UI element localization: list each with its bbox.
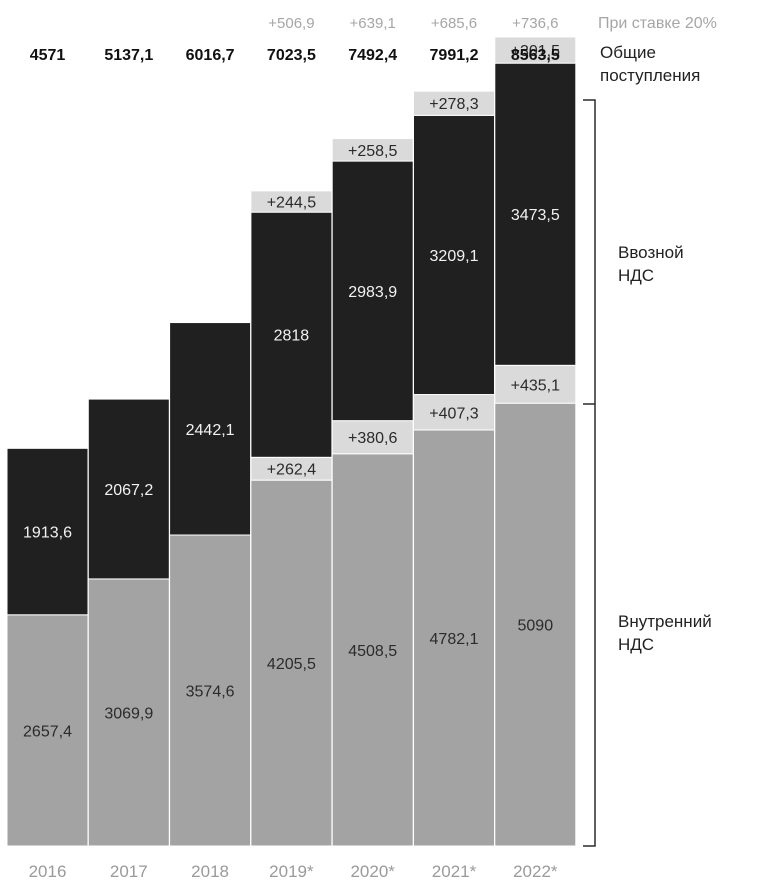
bar-domestic-vat (494, 402, 577, 847)
labels-layer: 2657,4 1913,6 4571 2016 3069,9 2067,2 5137,1 20… (23, 15, 560, 881)
domestic-value-label: 4782,1 (430, 631, 479, 648)
domestic-increase-label: +262,4 (267, 462, 316, 479)
import-value-label: 2442,1 (186, 422, 235, 439)
bar-import-vat (413, 114, 495, 396)
import-increase-label: +278,3 (429, 96, 478, 113)
domestic-bracket (583, 404, 596, 847)
year-tick-label: 2022* (513, 862, 558, 881)
domestic-value-label: 3574,6 (186, 684, 235, 701)
rate-label: При ставке 20% (598, 15, 717, 32)
bar-domestic-vat (169, 534, 252, 847)
domestic-value-label: 4205,5 (267, 656, 316, 673)
domestic-value-label: 4508,5 (348, 643, 397, 660)
bar-import-increase (494, 36, 577, 64)
bar-import-vat (250, 211, 333, 458)
domestic-value-label: 3069,9 (104, 705, 153, 722)
totals-label-line2: поступления (600, 66, 700, 85)
bar-import-vat (494, 62, 577, 366)
domestic-legend-line1: Внутренний (618, 612, 712, 631)
bar-import-vat (169, 322, 252, 536)
bar-import-vat (6, 447, 89, 616)
bar-domestic-vat (331, 453, 414, 847)
import-value-label: 3473,5 (511, 207, 560, 224)
bar-domestic-increase (494, 364, 577, 404)
domestic-increase-label: +407,3 (429, 405, 478, 422)
year-tick-label: 2018 (191, 862, 229, 881)
year-tick-label: 2020* (350, 862, 395, 881)
total-revenue-value: 5137,1 (104, 47, 153, 64)
rate-increase-value: +506,9 (268, 15, 314, 32)
import-bracket (583, 99, 596, 405)
rate-increase-value: +736,6 (512, 15, 558, 32)
year-tick-label: 2017 (110, 862, 148, 881)
import-value-label: 1913,6 (23, 525, 72, 542)
domestic-increase-label: +435,1 (511, 377, 560, 394)
year-tick-label: 2021* (432, 862, 477, 881)
legend-bracket (583, 99, 596, 847)
bar-import-increase (413, 90, 495, 116)
import-value-label: 3209,1 (430, 248, 479, 265)
total-revenue-value: 4571 (30, 47, 66, 64)
import-value-label: 2983,9 (348, 284, 397, 301)
import-increase-label: +258,5 (348, 143, 397, 160)
total-revenue-value: 8563,5 (511, 47, 560, 64)
rate-increase-value: +639,1 (350, 15, 396, 32)
domestic-legend-line2: НДС (618, 635, 654, 654)
domestic-value-label: 2657,4 (23, 723, 72, 740)
domestic-increase-label: +380,6 (348, 430, 397, 447)
import-increase-label: +244,5 (267, 195, 316, 212)
total-revenue-value: 7492,4 (348, 47, 397, 64)
import-legend-line1: Ввозной (618, 243, 684, 262)
bar-import-vat (87, 398, 170, 580)
import-legend-line2: НДС (618, 266, 654, 285)
import-increase-label: +301,5 (511, 43, 560, 60)
bar-domestic-vat (250, 479, 333, 847)
total-revenue-value: 6016,7 (186, 47, 235, 64)
rate-increase-value: +685,6 (431, 15, 477, 32)
total-revenue-value: 7991,2 (430, 47, 479, 64)
bar-domestic-increase (331, 420, 414, 455)
total-revenue-value: 7023,5 (267, 47, 316, 64)
import-value-label: 2818 (274, 328, 310, 345)
year-tick-label: 2016 (29, 862, 67, 881)
bar-import-vat (331, 160, 414, 422)
totals-label-line1: Общие (600, 43, 656, 62)
bar-domestic-vat (6, 614, 89, 847)
import-value-label: 2067,2 (104, 482, 153, 499)
bars-layer (6, 36, 577, 847)
year-tick-label: 2019* (269, 862, 314, 881)
domestic-value-label: 5090 (518, 618, 554, 635)
